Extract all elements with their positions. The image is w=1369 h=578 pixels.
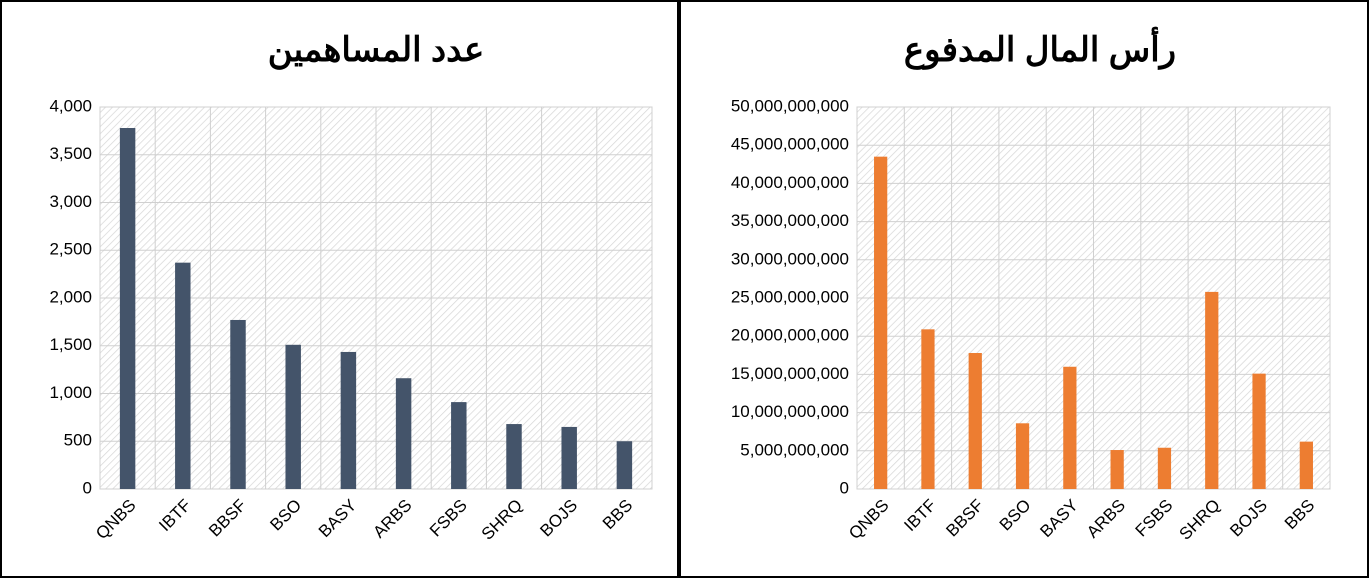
x-tick-label: SHRQ [1176,496,1224,544]
bar [616,441,633,489]
bar [921,329,935,489]
y-tick-label: 1,500 [49,335,92,354]
y-tick-label: 3,000 [49,192,92,211]
bar [230,319,246,489]
y-tick-label: 40,000,000,000 [731,173,849,192]
y-tick-label: 1,000 [49,383,92,402]
x-tick-label: IBTF [900,496,939,535]
y-tick-label: 4,000 [49,96,92,115]
bar [285,344,301,489]
x-tick-label: BSO [996,496,1035,535]
y-tick-label: 2,000 [49,287,92,306]
x-tick-label: FSBS [426,496,471,541]
bar [1299,441,1313,489]
bar [451,402,467,489]
x-tick-label: ARBS [369,496,415,542]
x-tick-label: FSBS [1132,496,1177,541]
bar [874,156,888,489]
y-tick-label: 500 [64,431,92,450]
y-tick-label: 35,000,000,000 [731,211,849,230]
x-tick-label: BSO [266,496,305,535]
bar [1110,450,1124,489]
chart-title: عدد المساهمين [268,31,485,70]
chart-title: رأس المال المدفوع [904,27,1176,70]
y-tick-label: 50,000,000,000 [731,96,849,115]
x-tick-label: BOJS [1226,496,1271,541]
y-tick-label: 15,000,000,000 [731,364,849,383]
x-tick-label: QNBS [845,496,893,544]
bar [1015,423,1030,489]
x-tick-label: IBTF [155,496,194,535]
bar [561,426,577,489]
plot-border [856,106,1331,490]
y-tick-label: 30,000,000,000 [731,249,849,268]
bar [1063,366,1077,489]
bar [119,128,136,489]
x-tick-label: BBSF [942,496,987,541]
y-tick-label: 5,000,000,000 [740,440,849,459]
y-tick-label: 25,000,000,000 [731,287,849,306]
y-tick-label: 0 [840,478,849,497]
x-tick-label: QNBS [92,496,140,544]
x-tick-label: BASY [315,496,361,542]
bar [395,378,412,489]
bar [340,351,357,489]
bar [506,424,522,489]
x-tick-label: BOJS [536,496,581,541]
bar [1252,373,1266,489]
y-tick-label: 3,500 [49,144,92,163]
bar [1157,447,1172,489]
x-tick-label: BBSF [205,496,250,541]
bar [1205,291,1219,489]
y-tick-label: 2,500 [49,240,92,259]
y-tick-label: 45,000,000,000 [731,135,849,154]
plot-border [99,106,653,490]
x-tick-label: BASY [1036,496,1082,542]
y-tick-label: 10,000,000,000 [731,402,849,421]
x-tick-label: SHRQ [478,496,526,544]
y-tick-label: 20,000,000,000 [731,326,849,345]
bar [968,353,982,489]
x-tick-label: BBS [599,496,636,533]
x-tick-label: BBS [1281,496,1318,533]
y-tick-label: 0 [83,478,92,497]
x-tick-label: ARBS [1083,496,1129,542]
bar [175,262,191,489]
